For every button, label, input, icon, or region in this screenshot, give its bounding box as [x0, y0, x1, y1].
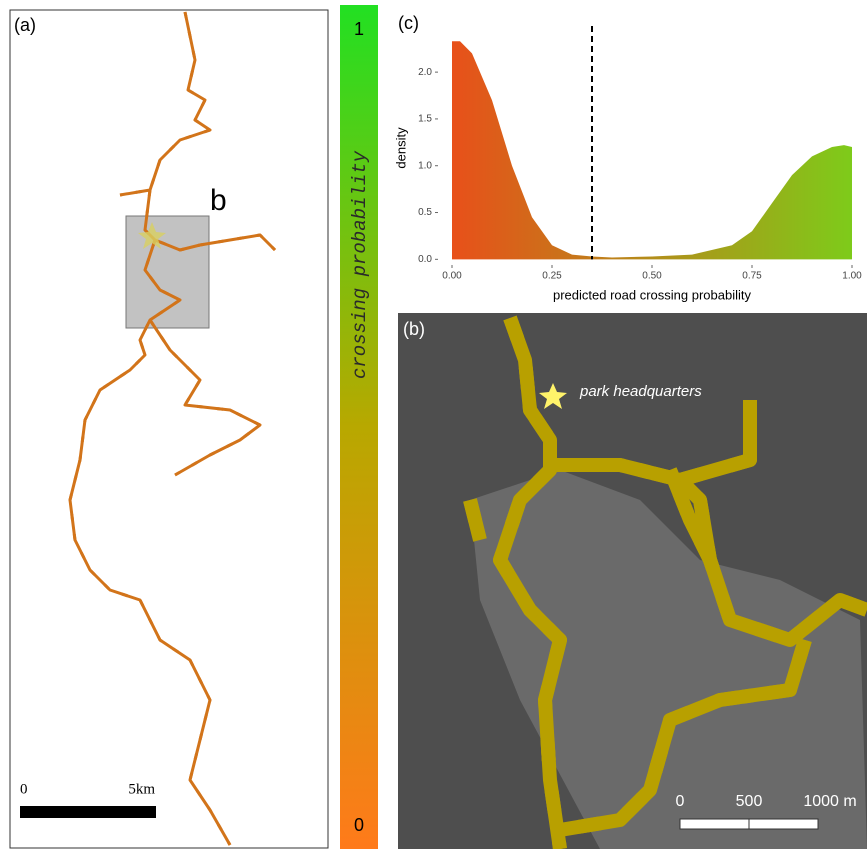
- scale-bar: [20, 806, 156, 818]
- x-tick-label: 0.75: [742, 271, 762, 282]
- x-tick-label: 0.50: [642, 271, 662, 282]
- scale-label: 0: [20, 781, 28, 797]
- inset-box: [126, 216, 209, 328]
- panel-label: (a): [14, 15, 36, 35]
- colorbar: [340, 5, 378, 849]
- panel-label: (c): [398, 13, 419, 33]
- colorbar-label: 1: [354, 19, 364, 39]
- x-tick-label: 0.25: [542, 271, 562, 282]
- y-tick-label: 0.0: [418, 254, 432, 265]
- x-tick-label: 1.00: [842, 271, 862, 282]
- density-area: [452, 41, 852, 259]
- y-tick-label: 0.5: [418, 207, 432, 218]
- colorbar-label: 0: [354, 815, 364, 835]
- x-tick-label: 0.00: [442, 271, 462, 282]
- scale-label: 0: [676, 793, 685, 810]
- figure: (a) b 0 5km 1 0 crossing probability (b)…: [0, 0, 867, 849]
- panel-a-frame: [10, 10, 328, 848]
- y-tick-label: 1.0: [418, 160, 432, 171]
- colorbar-title: crossing probability: [349, 150, 371, 379]
- y-tick-label: 2.0: [418, 67, 432, 78]
- x-axis-label: predicted road crossing probability: [553, 287, 751, 302]
- inset-label: b: [210, 184, 227, 217]
- y-tick-label: 1.5: [418, 114, 432, 125]
- annotation: park headquarters: [579, 383, 702, 400]
- panel-label: (b): [403, 319, 425, 339]
- scale-label: 500: [736, 793, 763, 810]
- scale-label: 5km: [128, 781, 155, 797]
- scale-label: 1000 m: [803, 793, 856, 810]
- y-axis-label: density: [393, 127, 408, 169]
